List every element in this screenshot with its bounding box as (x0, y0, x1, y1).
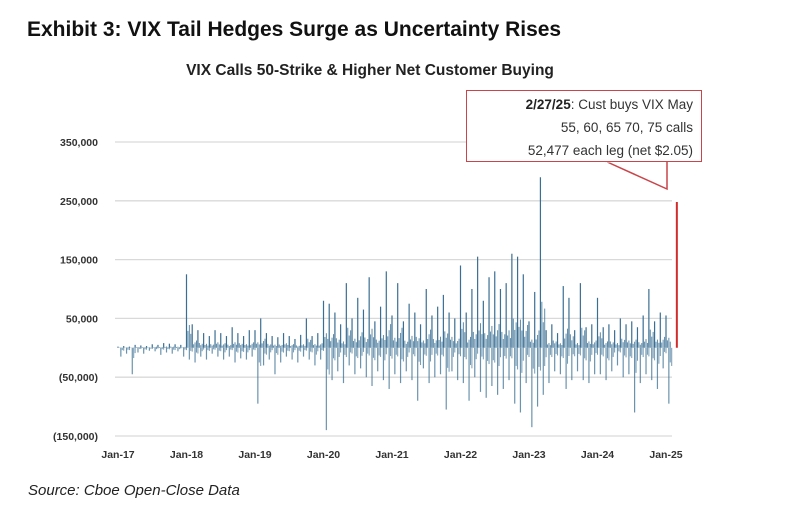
y-tick-label: (50,000) (59, 372, 98, 384)
annotation-date: 2/27/25 (525, 97, 571, 112)
x-tick-label: Jan-21 (375, 449, 408, 461)
chart-title: VIX Calls 50-Strike & Higher Net Custome… (186, 62, 554, 79)
exhibit-title: Exhibit 3: VIX Tail Hedges Surge as Unce… (27, 18, 562, 41)
x-tick-label: Jan-24 (581, 449, 614, 461)
annotation-pointer (604, 160, 668, 191)
x-tick-label: Jan-25 (649, 449, 682, 461)
annotation-box: 2/27/25: Cust buys VIX May 55, 60, 65 70… (466, 90, 702, 162)
x-tick-label: Jan-17 (101, 449, 134, 461)
annotation-line2: 55, 60, 65 70, 75 calls (560, 120, 693, 135)
y-tick-label: 50,000 (66, 313, 98, 325)
annotation-line3: 52,477 each leg (net $2.05) (527, 143, 693, 158)
source-note: Source: Cboe Open-Close Data (28, 482, 240, 499)
x-tick-label: Jan-19 (238, 449, 271, 461)
y-tick-label: 350,000 (60, 137, 98, 149)
y-tick-label: (150,000) (53, 431, 98, 443)
x-tick-label: Jan-20 (307, 449, 340, 461)
x-tick-label: Jan-23 (512, 449, 545, 461)
annotation-line1: : Cust buys VIX May (570, 97, 693, 112)
y-tick-label: 150,000 (60, 255, 98, 267)
x-tick-label: Jan-18 (170, 449, 203, 461)
x-tick-label: Jan-22 (444, 449, 477, 461)
y-tick-label: 250,000 (60, 196, 98, 208)
